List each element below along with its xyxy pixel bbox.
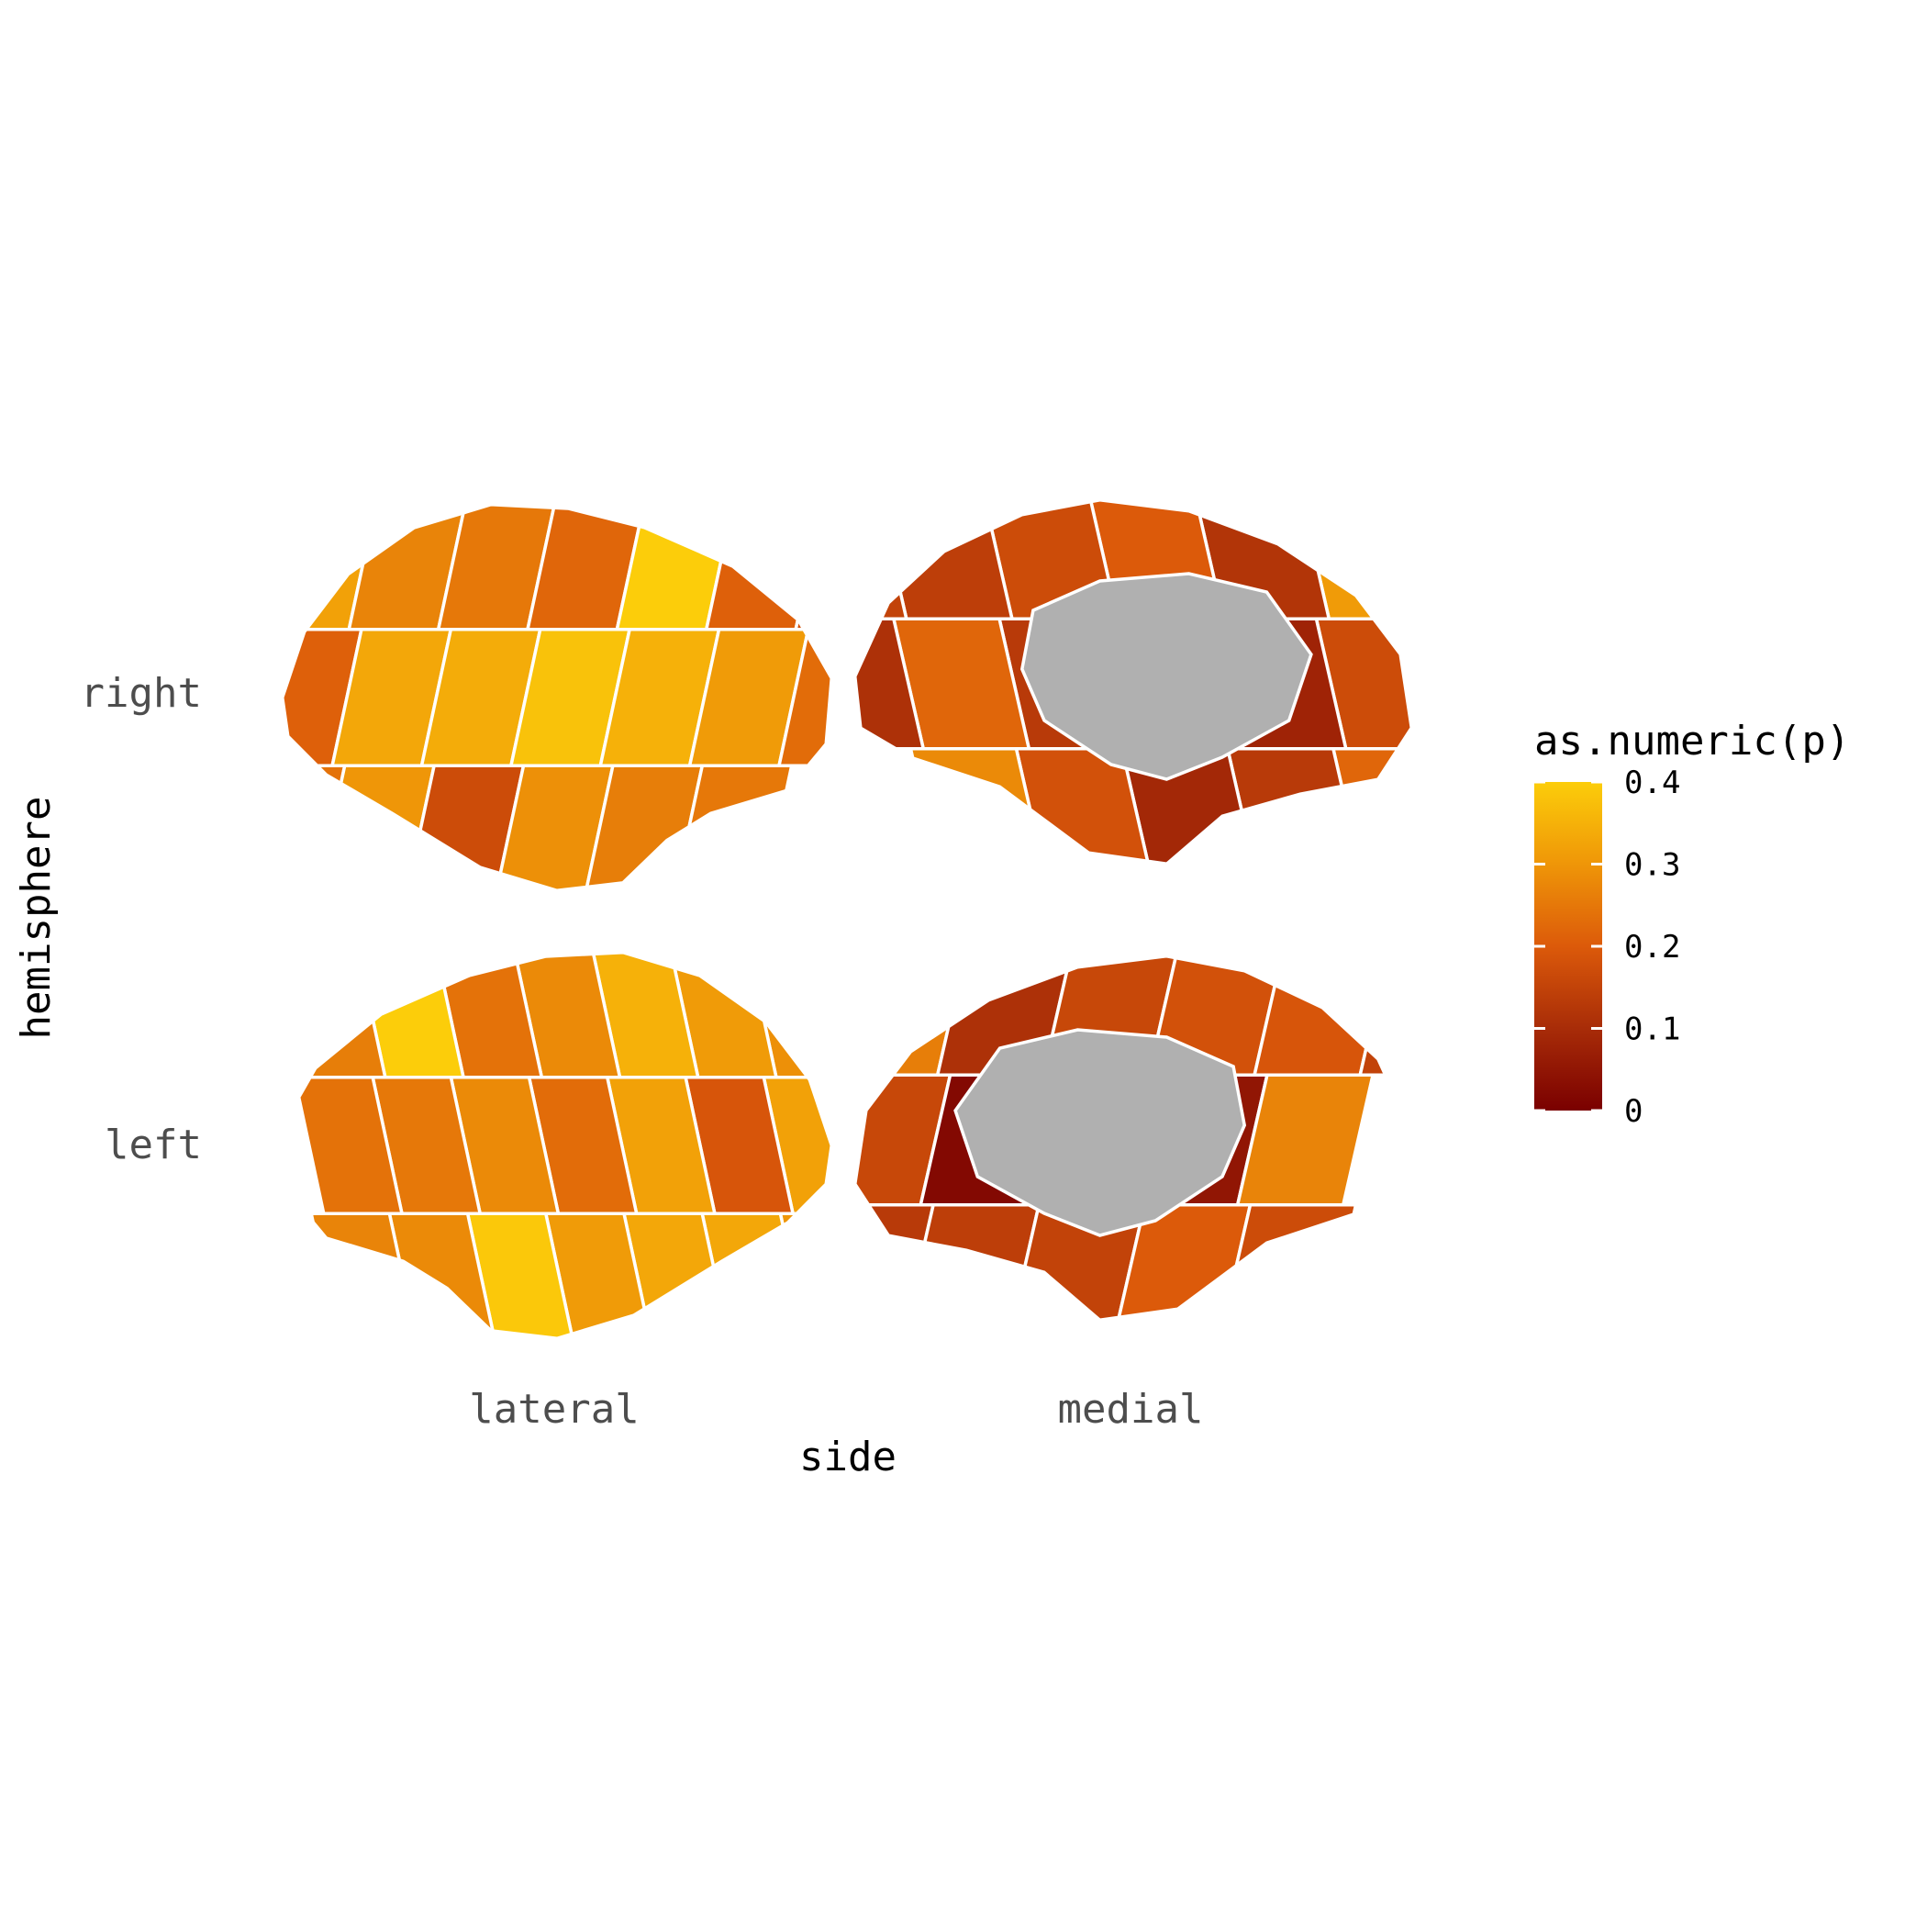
- x-axis-title: side: [799, 1434, 897, 1480]
- medial-wall-missing: [953, 1028, 1247, 1237]
- brain-panels: [281, 498, 1413, 1340]
- legend-tick-label: 0.4: [1624, 765, 1680, 801]
- brain-region: [465, 1212, 577, 1338]
- brain-region: [1331, 746, 1411, 864]
- legend-colorbar: [1534, 782, 1602, 1111]
- region-group: [283, 953, 831, 1338]
- legend-tick-label: 0.1: [1624, 1011, 1680, 1048]
- brain-outline: [853, 955, 1413, 1322]
- brain-outline: [281, 951, 833, 1340]
- facet-label-left: left: [105, 1122, 202, 1168]
- brain-region: [283, 953, 309, 1079]
- brain-outline: [853, 498, 1413, 865]
- legend-title: as.numeric(p): [1534, 718, 1850, 765]
- brain-region: [778, 1212, 831, 1338]
- brain-region: [314, 764, 436, 890]
- brain-panel-left-lateral: [281, 951, 833, 1340]
- brain-region: [283, 764, 347, 890]
- facet-label-lateral: lateral: [469, 1386, 639, 1433]
- legend-ticks: 0 0.1 0.2 0.3 0.4: [1534, 765, 1680, 1130]
- brain-region: [700, 1212, 812, 1338]
- brain-outline: [281, 503, 833, 892]
- legend-tick-label: 0.2: [1624, 929, 1680, 966]
- region-group: [283, 505, 831, 890]
- legend-tick-label: 0.3: [1624, 847, 1680, 884]
- brain-region: [1358, 956, 1411, 1078]
- brain-region: [855, 500, 908, 621]
- y-axis-title: hemisphere: [13, 797, 60, 1040]
- facet-label-right: right: [81, 670, 202, 717]
- brain-panel-left-medial: [853, 955, 1413, 1322]
- brain-region: [492, 764, 615, 890]
- brain-panel-right-lateral: [281, 503, 833, 892]
- brain-region: [855, 1202, 935, 1320]
- medial-wall-missing: [1019, 572, 1313, 781]
- brain-region: [544, 1212, 655, 1338]
- brain-region: [777, 628, 831, 767]
- facet-label-medial: medial: [1058, 1386, 1204, 1433]
- legend-tick-label: 0: [1624, 1093, 1643, 1130]
- brain-panel-right-medial: [853, 498, 1413, 865]
